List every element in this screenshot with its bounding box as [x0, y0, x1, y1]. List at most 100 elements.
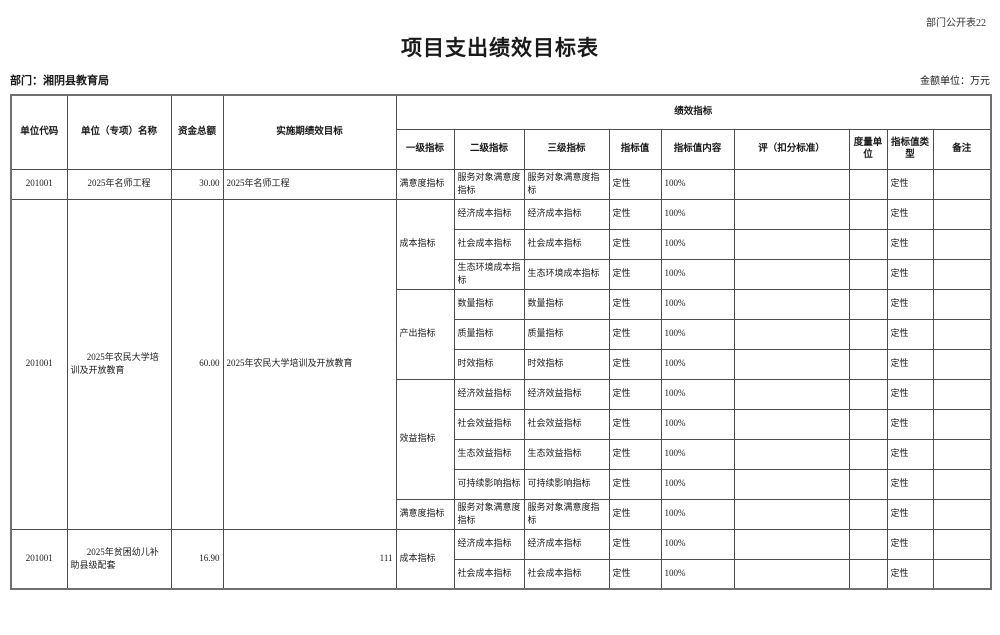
cell-l2-indicator: 生态效益指标: [453, 438, 525, 470]
table-row: 社会成本指标 社会成本指标 定性 100% 定性: [11, 558, 992, 590]
cell-note: [932, 198, 992, 230]
cell-value-type: 定性: [886, 168, 934, 200]
cell-value-type: 定性: [886, 288, 934, 320]
table-row: 社会成本指标 社会成本指标 定性 100% 定性: [11, 228, 992, 260]
cell-measure-unit: [848, 468, 888, 500]
cell-l2-indicator: 社会成本指标: [453, 228, 525, 260]
cell-l3-indicator: 经济成本指标: [523, 528, 610, 560]
col-header-impl-goal: 实施期绩效目标: [222, 94, 397, 170]
cell-eval: [733, 228, 850, 260]
cell-l3-indicator: 质量指标: [523, 318, 610, 350]
cell-value-content: 100%: [660, 258, 735, 290]
cell-note: [932, 348, 992, 380]
cell-value-type: 定性: [886, 348, 934, 380]
table-row: 质量指标 质量指标 定性 100% 定性: [11, 318, 992, 350]
table-row: 时效指标 时效指标 定性 100% 定性: [11, 348, 992, 380]
cell-l2-indicator: 生态环境成本指标: [453, 258, 525, 290]
cell-value-content: 100%: [660, 288, 735, 320]
table-row: 201001 2025年农民大学培训及开放教育 60.00 2025年农民大学培训及开…: [10, 198, 992, 530]
table-body: 201001 2025年名师工程 30.00 2025年名师工程 满意度指标 服务对象满意…: [10, 168, 992, 590]
cell-indicator-value: 定性: [608, 198, 662, 230]
cell-l1-indicator: 满意度指标: [395, 168, 455, 200]
cell-eval: [733, 498, 850, 530]
cell-l1-indicator: 成本指标: [395, 198, 455, 290]
cell-l2-indicator: 服务对象满意度指标: [453, 498, 525, 530]
header-row-2: 一级指标 二级指标 三级指标 指标值 指标值内容 评（扣分标准） 度量单位 指标…: [11, 128, 992, 170]
col-header-l3: 三级指标: [523, 128, 610, 170]
cell-measure-unit: [848, 318, 888, 350]
cell-indicator-value: 定性: [608, 348, 662, 380]
cell-eval: [733, 468, 850, 500]
cell-impl-goal: 2025年名师工程: [222, 168, 397, 200]
cell-l3-indicator: 社会成本指标: [523, 558, 610, 590]
cell-l2-indicator: 经济效益指标: [453, 378, 525, 410]
cell-value-content: 100%: [660, 468, 735, 500]
cell-value-type: 定性: [886, 378, 934, 410]
cell-note: [932, 318, 992, 350]
cell-l2-indicator: 经济成本指标: [453, 528, 525, 560]
cell-unit-name: 2025年农民大学培训及开放教育: [66, 198, 172, 530]
cell-indicator-value: 定性: [608, 378, 662, 410]
table-header: 单位代码 单位（专项）名称 资金总额 实施期绩效目标 绩效指标 一级指标 二级指…: [10, 94, 992, 170]
table-row: 效益指标 经济效益指标 经济效益指标 定性 100% 定性: [11, 378, 992, 500]
cell-note: [932, 258, 992, 290]
cell-eval: [733, 438, 850, 470]
cell-value-content: 100%: [660, 318, 735, 350]
cell-indicator-value: 定性: [608, 438, 662, 470]
cell-l3-indicator: 经济效益指标: [523, 378, 610, 410]
cell-note: [932, 228, 992, 260]
cell-value-content: 100%: [660, 438, 735, 470]
cell-note: [932, 498, 992, 530]
cell-eval: [733, 258, 850, 290]
cell-impl-goal: 2025年农民大学培训及开放教育: [222, 198, 397, 530]
table-row: 社会效益指标 社会效益指标 定性 100% 定性: [11, 408, 992, 440]
cell-indicator-value: 定性: [608, 288, 662, 320]
cell-l2-indicator: 可持续影响指标: [453, 468, 525, 500]
cell-l1-indicator: 满意度指标: [395, 498, 455, 530]
cell-l2-indicator: 社会效益指标: [453, 408, 525, 440]
col-header-total-funds: 资金总额: [170, 94, 224, 170]
cell-eval: [733, 558, 850, 590]
cell-value-type: 定性: [886, 468, 934, 500]
cell-l3-indicator: 社会效益指标: [523, 408, 610, 440]
col-header-value-type: 指标值类型: [886, 128, 934, 170]
cell-value-content: 100%: [660, 198, 735, 230]
cell-l3-indicator: 社会成本指标: [523, 228, 610, 260]
department-label: 部门：湘阴县教育局: [10, 75, 109, 87]
cell-measure-unit: [848, 228, 888, 260]
table-row: 满意度指标 服务对象满意度指标 服务对象满意度指标 定性 100% 定性: [11, 498, 992, 530]
cell-note: [932, 468, 992, 500]
cell-l2-indicator: 经济成本指标: [453, 198, 525, 230]
cell-note: [932, 408, 992, 440]
cell-value-content: 100%: [660, 558, 735, 590]
cell-value-content: 100%: [660, 378, 735, 410]
cell-value-content: 100%: [660, 408, 735, 440]
table-row: 生态效益指标 生态效益指标 定性 100% 定性: [11, 438, 992, 470]
cell-l1-indicator: 效益指标: [395, 378, 455, 500]
cell-value-type: 定性: [886, 558, 934, 590]
cell-note: [932, 168, 992, 200]
col-header-l1: 一级指标: [395, 128, 455, 170]
cell-indicator-value: 定性: [608, 228, 662, 260]
cell-note: [932, 438, 992, 470]
cell-l2-indicator: 质量指标: [453, 318, 525, 350]
cell-note: [932, 378, 992, 410]
cell-measure-unit: [848, 198, 888, 230]
cell-measure-unit: [848, 408, 888, 440]
cell-value-type: 定性: [886, 438, 934, 470]
meta-row: 部门：湘阴县教育局 金额单位：万元: [10, 72, 990, 88]
table-row: 可持续影响指标 可持续影响指标 定性 100% 定性: [11, 468, 992, 500]
cell-l2-indicator: 数量指标: [453, 288, 525, 320]
cell-indicator-value: 定性: [608, 528, 662, 560]
cell-unit-name: 2025年贫困幼儿补助县级配套: [66, 528, 172, 590]
corner-table-number: 部门公开表22: [926, 18, 986, 29]
cell-l3-indicator: 服务对象满意度指标: [523, 498, 610, 530]
col-header-measure-unit: 度量单位: [848, 128, 888, 170]
header-row-1: 单位代码 单位（专项）名称 资金总额 实施期绩效目标 绩效指标: [10, 94, 992, 170]
cell-indicator-value: 定性: [608, 468, 662, 500]
cell-l3-indicator: 数量指标: [523, 288, 610, 320]
cell-unit-name: 2025年名师工程: [66, 168, 172, 200]
cell-value-content: 100%: [660, 498, 735, 530]
col-header-unit-name: 单位（专项）名称: [66, 94, 172, 170]
col-header-l2: 二级指标: [453, 128, 525, 170]
